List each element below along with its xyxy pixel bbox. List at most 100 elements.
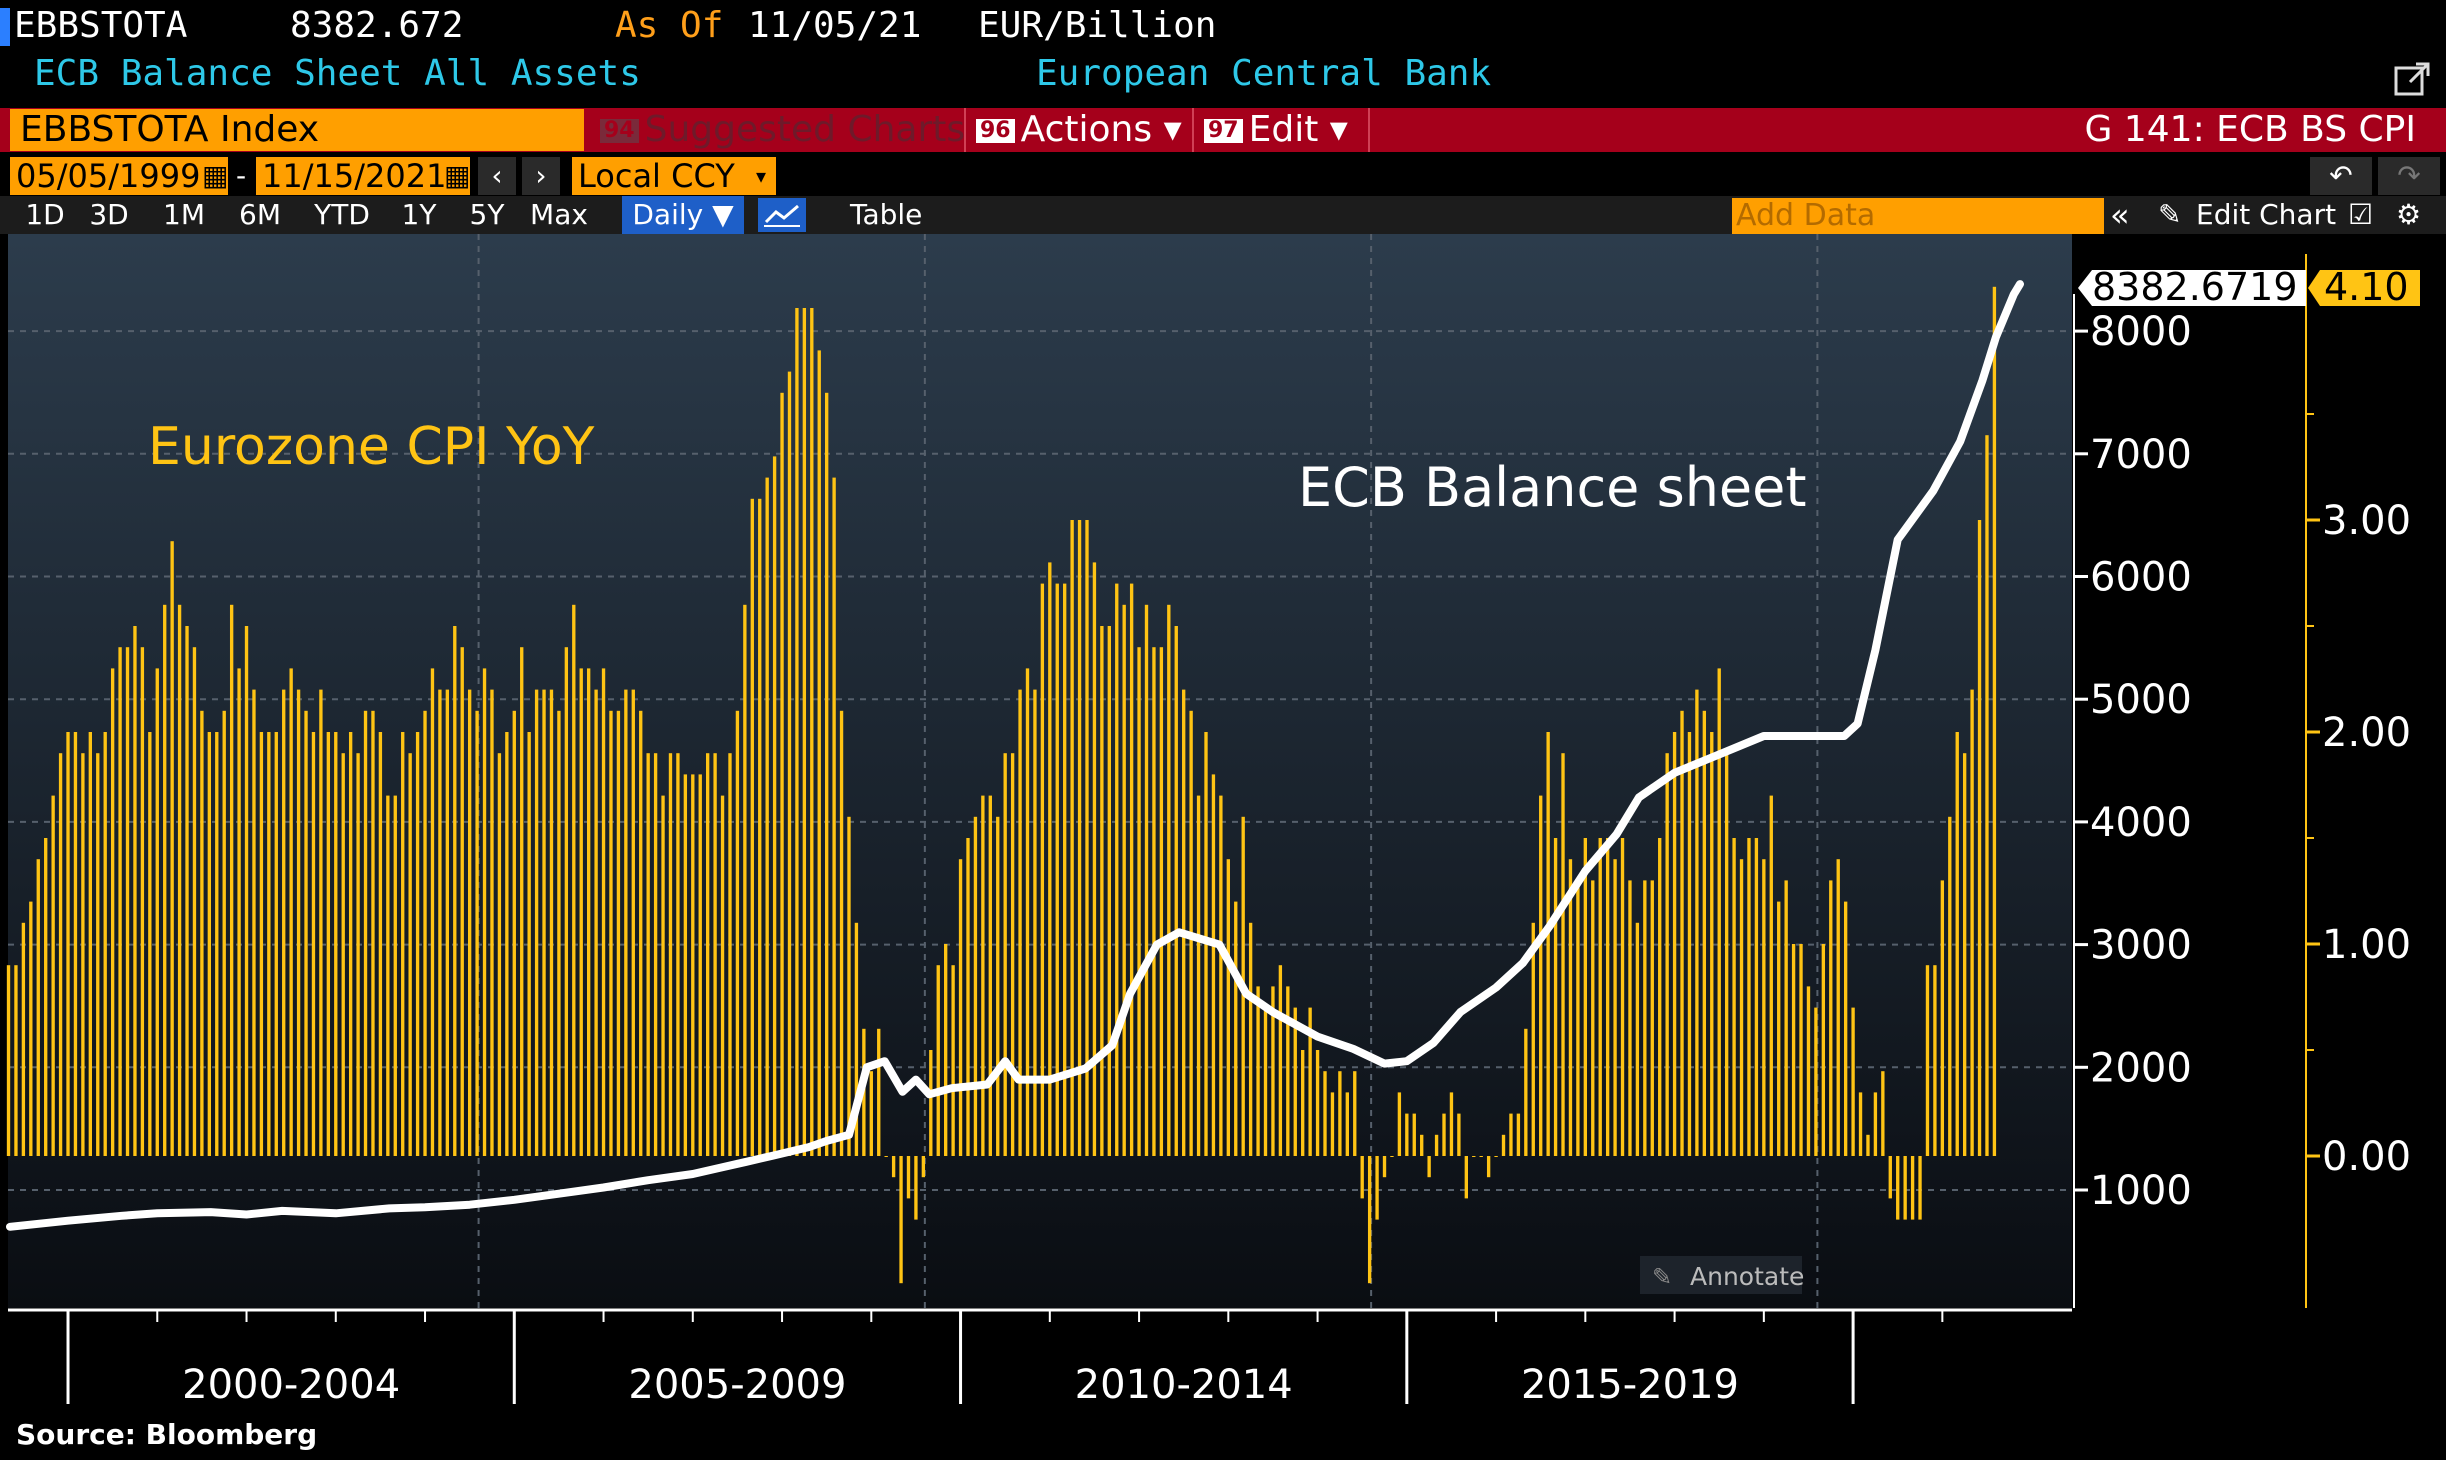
cpi-bar [1814,1007,1818,1156]
cpi-bar [1955,732,1959,1156]
next-arrow-icon[interactable]: › [522,157,560,195]
range-6m[interactable]: 6M [239,198,281,231]
cpi-bar [207,732,212,1156]
cpi-bar [1464,1156,1469,1199]
right-axis-label: 2.00 [2322,710,2411,756]
cpi-bar [1598,838,1602,1156]
cpi-bar [1486,1156,1491,1178]
as-of-date: 11/05/21 [748,5,922,46]
cpi-bar [772,456,777,1156]
suggested-num: 94 [600,119,639,143]
cpi-bar [1449,1092,1454,1156]
cpi-last-value-flag: 4.10 [2308,265,2420,309]
cpi-bar [743,604,747,1156]
chevron-down-icon[interactable]: ▾ [746,157,776,195]
cpi-bar [1382,1156,1387,1178]
table-button[interactable]: Table [850,198,923,231]
cpi-bar [215,732,219,1156]
cpi-bar [676,753,680,1156]
calendar-icon[interactable]: ▦ [444,157,470,195]
annotate-button[interactable]: ✎ Annotate [1640,1256,1804,1294]
right-axis-label: 1.00 [2322,922,2411,968]
redo-icon[interactable]: ↷ [2378,157,2440,195]
undo-icon[interactable]: ↶ [2310,157,2372,195]
prev-arrow-icon[interactable]: ‹ [478,157,516,195]
cpi-bar [296,689,301,1156]
range-3d[interactable]: 3D [89,198,129,231]
actions-button[interactable]: 96 Actions ▾ [976,109,1182,151]
cpi-bar [944,944,948,1156]
range-1d[interactable]: 1D [25,198,65,231]
cpi-bar [341,753,345,1156]
cpi-bar [1777,901,1781,1156]
cpi-bar [378,732,383,1156]
edit-chart-button[interactable]: Edit Chart [2196,198,2337,231]
popout-icon[interactable] [2392,60,2432,100]
cpi-bar [1717,668,1721,1156]
cpi-bar [668,753,673,1156]
cpi-bar [386,795,390,1156]
edit-button[interactable]: 97 Edit ▾ [1204,109,1348,151]
pencil-icon[interactable]: ✎ [2158,198,2182,231]
collapse-icon[interactable]: « [2110,196,2130,234]
cpi-bar [1509,1113,1513,1156]
cpi-bar [229,604,234,1156]
cpi-bar [1010,753,1015,1156]
cpi-bar [408,753,412,1156]
end-date-input[interactable]: 11/15/2021 [256,157,454,195]
cpi-bar [252,689,256,1156]
cpi-bar [951,965,955,1156]
cpi-bar [1650,880,1654,1156]
add-data-input[interactable]: Add Data [1732,198,2104,234]
cpi-bar [401,732,405,1156]
cpi-bar [936,965,940,1156]
security-input[interactable]: EBBSTOTA Index [10,109,584,151]
cpi-bar [884,1156,888,1157]
cpi-bar [839,710,844,1156]
gear-icon[interactable]: ⚙ [2396,198,2422,231]
calendar-icon[interactable]: ▦ [202,157,228,195]
cpi-bar [958,859,963,1156]
cpi-bar [1033,689,1037,1156]
cpi-bar [1315,1050,1320,1156]
cpi-bar [1107,626,1111,1156]
cpi-bar [988,795,992,1156]
range-max[interactable]: Max [530,198,588,231]
start-date-input[interactable]: 05/05/1999 [10,157,212,195]
cpi-bar [1442,1113,1446,1156]
range-1m[interactable]: 1M [163,198,205,231]
cpi-bar [430,668,435,1156]
cpi-bar [1903,1156,1907,1220]
cpi-bar [1896,1156,1900,1220]
cpi-bar [877,1028,881,1156]
range-5y[interactable]: 5Y [469,198,505,231]
cpi-bar [1182,689,1186,1156]
cpi-bar [29,901,33,1156]
cpi-bar [1085,520,1089,1156]
actions-label: Actions ▾ [1020,109,1182,150]
cpi-bar [1144,604,1149,1156]
line-chart-icon[interactable] [758,198,806,232]
cpi-bar [482,668,487,1156]
cpi-bar [1888,1156,1892,1199]
currency-select[interactable]: Local CCY [572,157,754,195]
cpi-bar [758,498,762,1156]
cpi-bar [1732,838,1736,1156]
range-1y[interactable]: 1Y [401,198,437,231]
cpi-bar [825,392,829,1156]
cpi-bar [1747,838,1751,1156]
left-axis-label: 4000 [2090,800,2192,846]
cpi-bar [1263,1007,1268,1156]
cpi-bar [787,371,792,1157]
cpi-bar [1672,732,1677,1156]
cpi-bar [133,626,137,1156]
edit-box-icon[interactable]: ☑ [2348,198,2374,231]
suggested-charts-button[interactable]: 94 Suggested Charts [600,109,965,151]
frequency-select[interactable]: Daily ▼ [622,196,744,234]
cpi-bar [1256,986,1260,1156]
cpi-bar [728,753,732,1156]
cpi-bar [1196,795,1201,1156]
cpi-bar [705,753,710,1156]
range-ytd[interactable]: YTD [314,198,370,231]
command-bar: EBBSTOTA Index 94 Suggested Charts 96 Acti… [0,108,2446,152]
